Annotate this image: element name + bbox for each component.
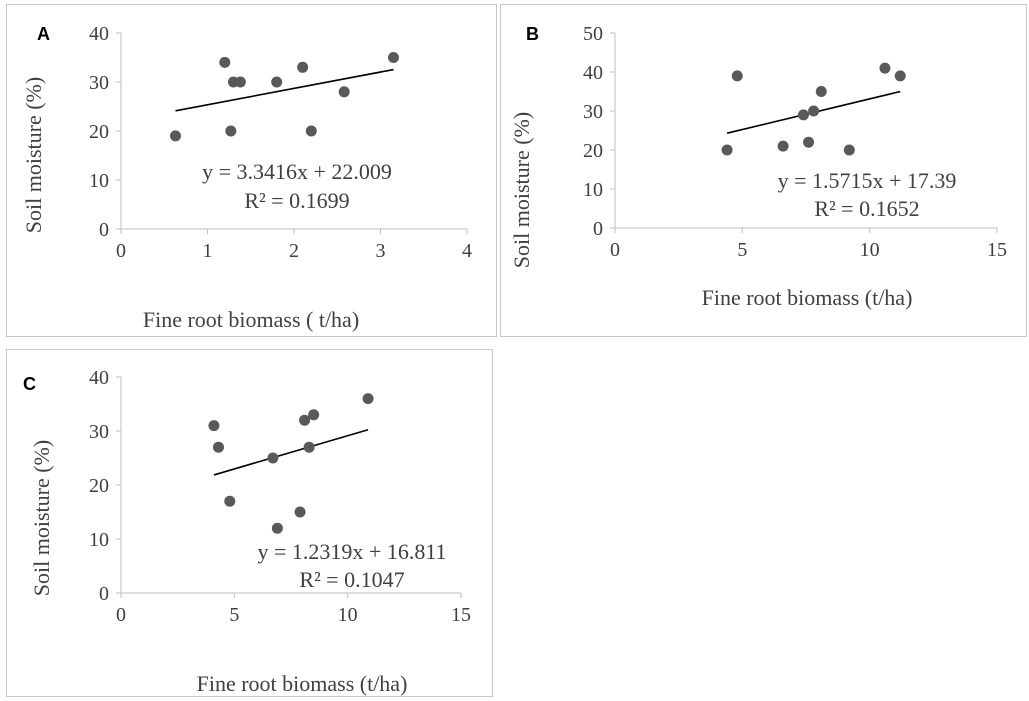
panel-c: C Soil moisture (%) Fine root biomass (t… xyxy=(6,349,493,697)
data-point-b xyxy=(808,105,820,117)
data-point-c xyxy=(308,409,320,421)
data-point-b xyxy=(879,62,891,74)
panel-a: A Soil moisture (%) Fine root biomass ( … xyxy=(6,4,497,337)
data-point-a xyxy=(169,130,181,142)
trendline-c xyxy=(213,428,369,476)
y-tick-label-b: 30 xyxy=(583,101,603,123)
x-axis-title-c: Fine root biomass (t/ha) xyxy=(197,671,408,696)
x-tick-label-a: 4 xyxy=(462,240,472,262)
x-tick-label-a: 3 xyxy=(376,240,386,262)
data-point-b xyxy=(843,144,855,156)
y-tick-label-b: 50 xyxy=(583,23,603,45)
y-tick-label-a: 20 xyxy=(89,121,109,143)
y-tick-label-c: 40 xyxy=(89,367,109,389)
data-point-b xyxy=(815,86,827,97)
data-point-c xyxy=(271,522,283,534)
y-tick-label-c: 10 xyxy=(89,529,109,551)
x-tick-label-c: 10 xyxy=(338,604,358,626)
x-axis-title-b: Fine root biomass (t/ha) xyxy=(702,285,913,310)
scatter-chart-c: C Soil moisture (%) Fine root biomass (t… xyxy=(23,367,471,696)
data-point-a xyxy=(338,86,350,98)
x-tick-label-c: 5 xyxy=(229,604,239,626)
y-tick-label-a: 30 xyxy=(89,72,109,94)
data-point-b xyxy=(721,144,733,156)
data-point-b xyxy=(731,70,743,82)
data-point-b xyxy=(894,70,906,82)
y-tick-label-b: 20 xyxy=(583,140,603,162)
panel-label-c: C xyxy=(23,374,36,394)
data-point-b xyxy=(777,140,789,152)
data-point-a xyxy=(234,76,246,88)
y-tick-label-c: 20 xyxy=(89,475,109,497)
data-point-c xyxy=(212,441,224,453)
data-point-b xyxy=(803,136,815,148)
data-point-a xyxy=(387,52,399,63)
data-point-c xyxy=(362,393,374,405)
data-point-c xyxy=(208,420,220,432)
data-point-c xyxy=(294,506,306,518)
y-axis-title-b: Soil moisture (%) xyxy=(509,112,534,268)
x-tick-label-b: 15 xyxy=(987,239,1007,261)
trend-r2-c: R² = 0.1047 xyxy=(299,567,404,592)
data-point-c xyxy=(303,441,315,453)
data-point-a xyxy=(297,61,309,73)
panel-b: B Soil moisture (%) Fine root biomass (t… xyxy=(500,4,1027,337)
x-tick-label-c: 15 xyxy=(451,604,471,626)
x-tick-label-b: 10 xyxy=(860,239,880,261)
x-tick-label-c: 0 xyxy=(116,604,126,626)
y-tick-label-a: 10 xyxy=(89,170,109,192)
x-tick-label-a: 2 xyxy=(289,240,299,262)
y-tick-label-c: 0 xyxy=(99,583,109,605)
trendline-a xyxy=(175,68,394,112)
y-axis-title-c: Soil moisture (%) xyxy=(29,440,54,596)
data-point-b xyxy=(797,109,809,121)
trend-r2-a: R² = 0.1699 xyxy=(244,188,349,213)
trend-equation-b: y = 1.5715x + 17.39 xyxy=(778,168,957,193)
data-point-c xyxy=(267,452,279,464)
x-tick-label-b: 0 xyxy=(610,239,620,261)
x-tick-label-b: 5 xyxy=(737,239,747,261)
trend-equation-c: y = 1.2319x + 16.811 xyxy=(258,539,447,564)
y-tick-label-b: 0 xyxy=(593,218,603,240)
x-tick-label-a: 1 xyxy=(203,240,213,262)
scatter-chart-a: A Soil moisture (%) Fine root biomass ( … xyxy=(21,23,472,332)
data-point-a xyxy=(219,56,231,68)
x-axis-title-a: Fine root biomass ( t/ha) xyxy=(143,307,359,332)
trend-r2-b: R² = 0.1652 xyxy=(814,196,919,221)
data-point-a xyxy=(271,76,283,88)
x-tick-label-a: 0 xyxy=(116,240,126,262)
trend-equation-a: y = 3.3416x + 22.009 xyxy=(202,159,392,184)
y-tick-label-c: 30 xyxy=(89,421,109,443)
y-tick-label-b: 10 xyxy=(583,179,603,201)
y-tick-label-b: 40 xyxy=(583,62,603,84)
panel-label-a: A xyxy=(37,24,50,44)
data-point-c xyxy=(224,495,236,507)
y-tick-label-a: 40 xyxy=(89,23,109,45)
scatter-chart-b: B Soil moisture (%) Fine root biomass (t… xyxy=(509,23,1007,310)
data-point-a xyxy=(305,125,317,137)
y-axis-title-a: Soil moisture (%) xyxy=(21,77,46,233)
data-point-c xyxy=(299,414,311,426)
y-tick-label-a: 0 xyxy=(99,219,109,241)
data-point-a xyxy=(225,125,237,137)
panel-label-b: B xyxy=(526,24,539,44)
